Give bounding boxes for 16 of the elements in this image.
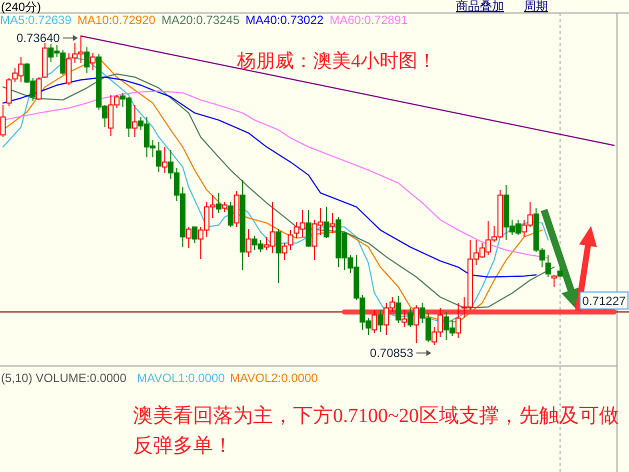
annotation: (240分) [1, 0, 42, 14]
legend: MA10:0.72920 [77, 13, 156, 27]
annotation: 0.71227 [582, 294, 626, 308]
legend: MA5:0.72639 [0, 13, 72, 27]
annotation: (5,10) VOLUME:0.0000 [1, 371, 126, 385]
annotation: 0.73640 [16, 31, 60, 45]
legend: MA20:0.73245 [161, 13, 240, 27]
annotation: 周期 [524, 0, 548, 13]
annotation: MAVOL1:0.0000 [137, 371, 225, 385]
legend: MA60:0.72891 [330, 13, 408, 27]
annotation: MAVOL2:0.0000 [230, 371, 318, 385]
title: 杨朋威：澳美4小时图！ [237, 51, 436, 72]
legend: MA40:0.73022 [246, 13, 324, 27]
annotation: 商品叠加 [456, 0, 504, 13]
annotation: 0.70853 [370, 346, 414, 360]
annotation: 澳美看回落为主，下方0.7100~20区域支撑，先触及可做反弹多单！ [133, 405, 619, 457]
